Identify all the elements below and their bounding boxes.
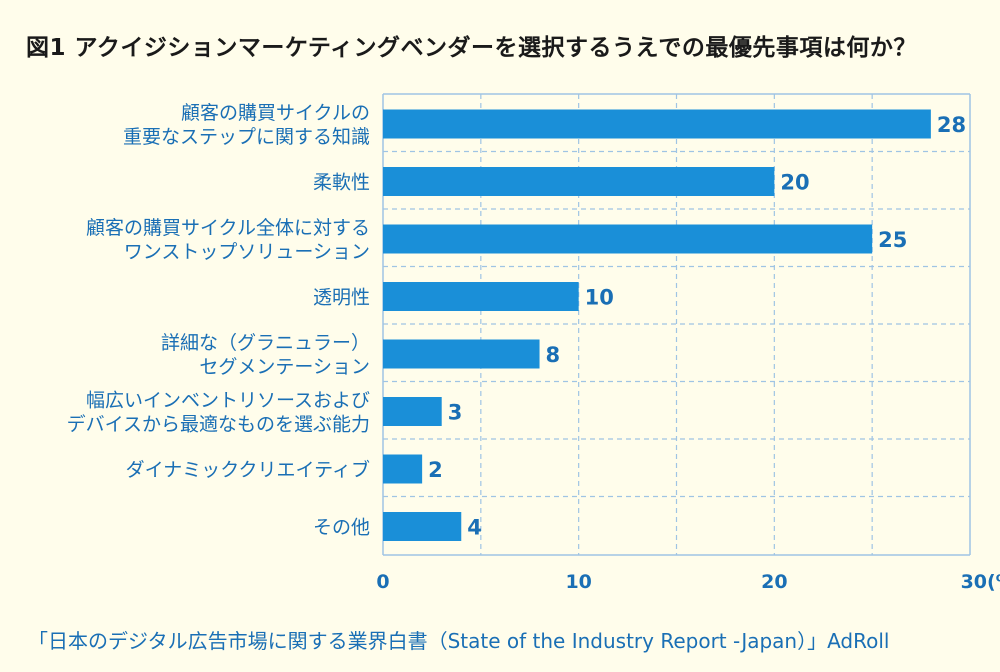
value-label-6: 2 [428, 458, 443, 482]
label-layer: 28顧客の購買サイクルの重要なステップに関する知識20柔軟性25顧客の購買サイク… [67, 102, 1000, 593]
x-tick-label-3: 30(%) [961, 571, 1000, 593]
category-label-1-0: 柔軟性 [313, 172, 370, 194]
bar-3 [383, 282, 579, 311]
category-label-5-1: デバイスから最適なものを選ぶ能力 [67, 414, 370, 436]
bar-2 [383, 224, 873, 254]
value-label-5: 3 [448, 401, 463, 425]
category-label-6-0: ダイナミッククリエイティブ [126, 458, 370, 481]
value-label-3: 10 [585, 286, 614, 310]
value-label-7: 4 [467, 516, 482, 540]
value-label-0: 28 [937, 113, 966, 137]
value-label-1: 20 [780, 171, 809, 195]
value-label-4: 8 [546, 343, 561, 367]
bar-0 [383, 109, 931, 139]
category-label-7-0: その他 [313, 517, 370, 539]
category-label-3-0: 透明性 [313, 287, 370, 309]
bar-5 [383, 397, 442, 426]
x-tick-label-2: 20 [761, 571, 787, 593]
value-label-2: 25 [878, 228, 907, 252]
category-label-0-1: 重要なステップに関する知識 [123, 126, 370, 148]
category-label-5-0: 幅広いインベントリソースおよび [86, 390, 370, 412]
source-caption: 「日本のデジタル広告市場に関する業界白書（State of the Indust… [28, 629, 890, 653]
bar-1 [383, 167, 775, 196]
category-label-4-1: セグメンテーション [199, 356, 370, 378]
bar-layer [383, 109, 931, 541]
bar-6 [383, 454, 423, 484]
category-label-2-0: 顧客の購買サイクル全体に対する [86, 217, 370, 239]
grid-layer [382, 93, 971, 556]
x-tick-label-0: 0 [376, 571, 389, 593]
bar-4 [383, 339, 540, 369]
chart-title: 図1 アクイジションマーケティングベンダーを選択するうえでの最優先事項は何か？ [26, 35, 917, 61]
category-label-0-0: 顧客の購買サイクルの [181, 102, 370, 124]
category-label-2-1: ワンストップソリューション [124, 241, 370, 263]
x-tick-label-1: 10 [565, 571, 591, 593]
category-label-4-0: 詳細な（グラニュラー） [161, 332, 370, 354]
bar-7 [383, 512, 462, 541]
